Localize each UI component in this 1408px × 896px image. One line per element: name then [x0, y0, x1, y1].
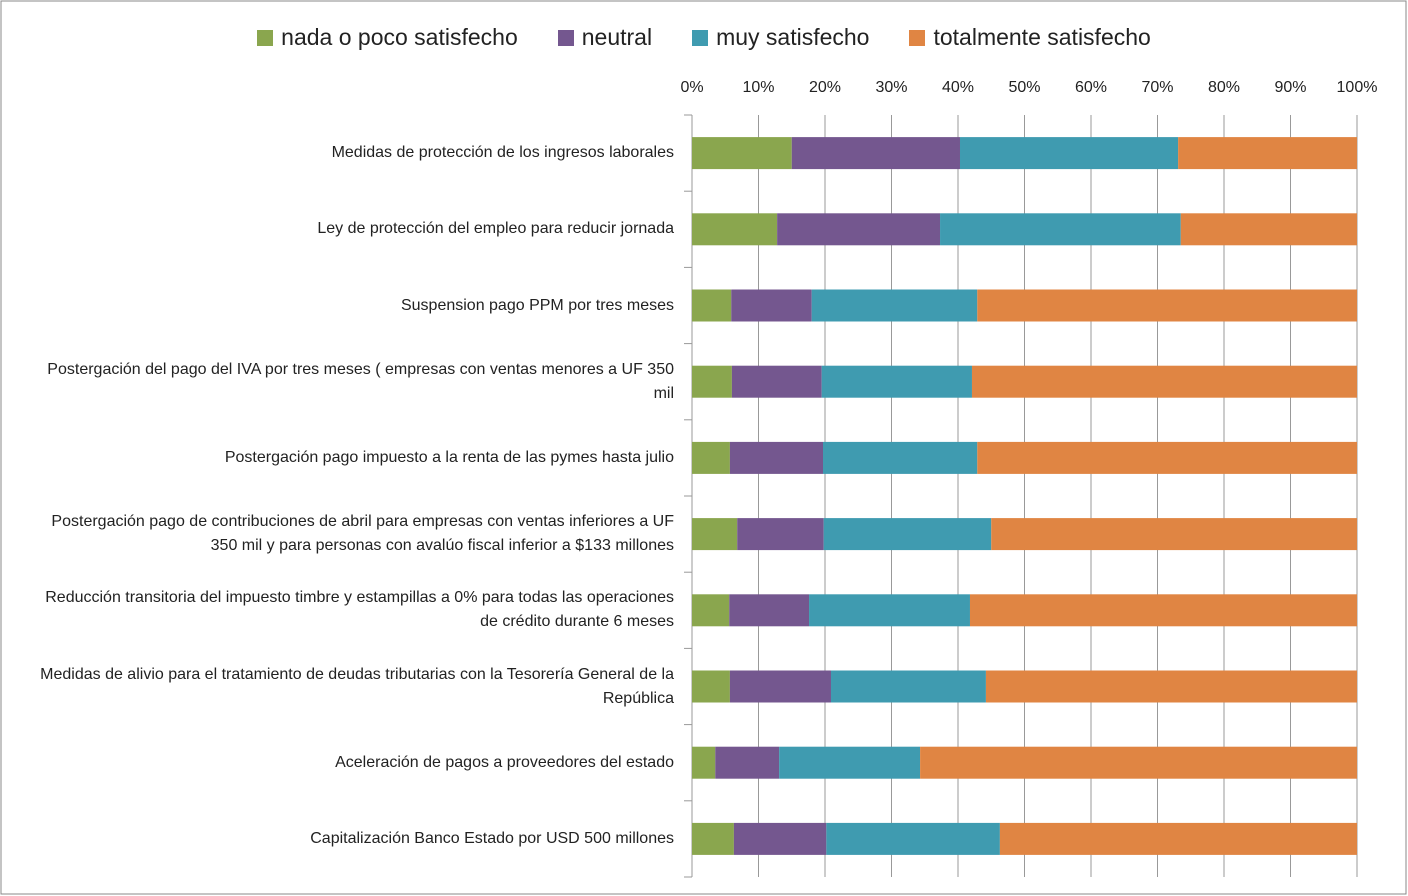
bar-segment	[692, 670, 730, 703]
x-tick-label: 30%	[875, 79, 907, 96]
bar-segment	[1180, 213, 1357, 246]
bar-segment	[692, 441, 730, 474]
bar-segment	[1178, 137, 1357, 170]
legend-item: nada o poco satisfecho	[257, 24, 518, 51]
y-tick-label: Suspension pago PPM por tres meses	[400, 296, 674, 314]
bar-segment	[811, 289, 978, 322]
legend-label: neutral	[581, 24, 653, 50]
x-tick-label: 0%	[680, 79, 703, 96]
y-tick-label: Medidas de alivio para el tratamiento de…	[40, 665, 674, 707]
bar-segment	[830, 670, 986, 703]
x-tick-label: 40%	[942, 79, 974, 96]
x-tick-label: 70%	[1141, 79, 1173, 96]
bar-segment	[985, 670, 1357, 703]
bar-segment	[999, 822, 1357, 855]
x-tick-label: 100%	[1337, 79, 1378, 96]
bar-segment	[692, 365, 732, 398]
bar-segment	[729, 441, 824, 474]
x-tick-label: 50%	[1008, 79, 1040, 96]
legend: nada o poco satisfecho neutral muy satisfe…	[0, 24, 1408, 51]
x-tick-label: 20%	[809, 79, 841, 96]
bar-segment	[779, 746, 921, 779]
bar-segment	[692, 822, 734, 855]
bar-segment	[969, 594, 1357, 627]
x-tick-label: 10%	[742, 79, 774, 96]
bar-segment	[715, 746, 780, 779]
y-tick-label: Postergación del pago del IVA por tres m…	[47, 360, 674, 402]
bar-segment	[692, 518, 738, 551]
legend-swatch	[257, 29, 274, 46]
bar-segment	[809, 594, 970, 627]
bar-segment	[731, 289, 812, 322]
bar-segment	[692, 289, 732, 322]
x-tick-label: 90%	[1274, 79, 1306, 96]
bar-segment	[920, 746, 1357, 779]
bar-segment	[821, 365, 972, 398]
legend-item: totalmente satisfecho	[909, 24, 1151, 51]
bar-segment	[826, 822, 1000, 855]
legend-label: nada o poco satisfecho	[281, 24, 518, 50]
bar-segment	[977, 441, 1357, 474]
bar-segment	[731, 365, 822, 398]
bar-segment	[729, 670, 831, 703]
bar-segment	[977, 289, 1357, 322]
y-tick-label: Ley de protección del empleo para reduci…	[317, 220, 674, 238]
bar-segment	[692, 137, 792, 170]
bar-segment	[692, 594, 730, 627]
bar-segment	[991, 518, 1357, 551]
y-tick-label: Reducción transitoria del impuesto timbr…	[45, 589, 674, 631]
bar-segment	[733, 822, 827, 855]
x-tick-label: 60%	[1075, 79, 1107, 96]
legend-swatch	[692, 29, 709, 46]
x-tick-label: 80%	[1208, 79, 1240, 96]
bar-segment	[940, 213, 1181, 246]
bar-segment	[729, 594, 810, 627]
bar-segment	[823, 441, 978, 474]
bar-segment	[692, 213, 778, 246]
bar-segment	[971, 365, 1357, 398]
legend-swatch	[557, 29, 574, 46]
bar-segment	[737, 518, 824, 551]
legend-swatch	[909, 29, 926, 46]
bar-segment	[692, 746, 716, 779]
bar-segment	[959, 137, 1179, 170]
y-tick-label: Capitalización Banco Estado por USD 500 …	[310, 829, 674, 847]
legend-item: neutral	[557, 24, 653, 51]
legend-label: totalmente satisfecho	[933, 24, 1151, 50]
y-tick-label: Medidas de protección de los ingresos la…	[331, 144, 674, 162]
bar-segment	[777, 213, 941, 246]
y-tick-label: Postergación pago de contribuciones de a…	[51, 513, 674, 555]
y-tick-label: Postergación pago impuesto a la renta de…	[224, 448, 674, 466]
bar-segment	[791, 137, 960, 170]
bar-segment	[823, 518, 992, 551]
y-tick-label: Aceleración de pagos a proveedores del e…	[335, 753, 674, 771]
legend-label: muy satisfecho	[716, 24, 870, 50]
legend-item: muy satisfecho	[692, 24, 869, 51]
